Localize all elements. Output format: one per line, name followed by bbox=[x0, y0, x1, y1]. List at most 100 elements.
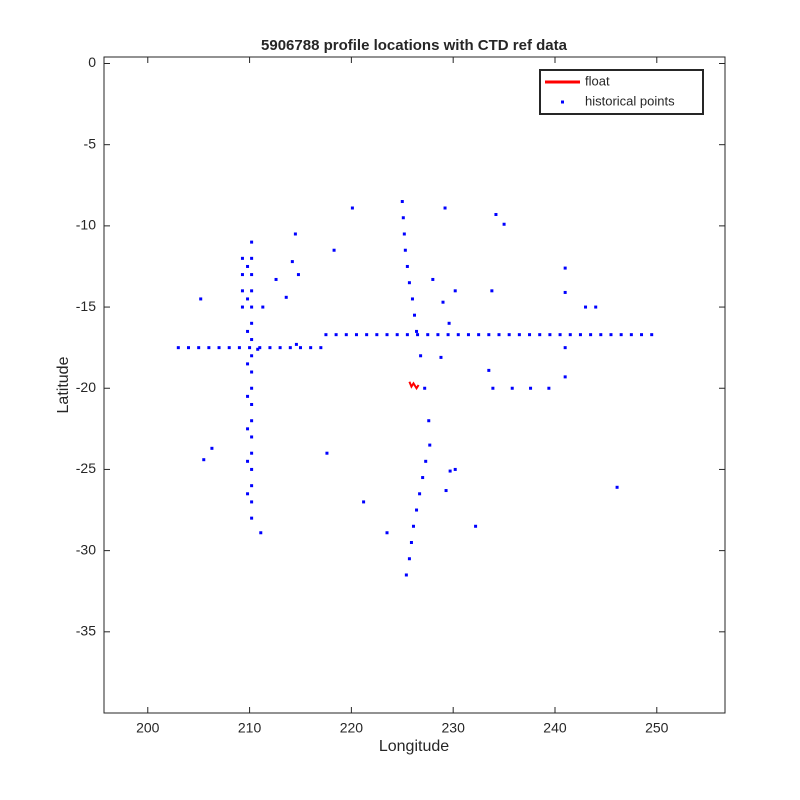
point bbox=[423, 386, 427, 390]
x-tick-label: 200 bbox=[136, 720, 160, 736]
point bbox=[250, 451, 254, 455]
point bbox=[402, 232, 406, 236]
point bbox=[558, 333, 562, 337]
point bbox=[418, 492, 422, 496]
point bbox=[246, 264, 250, 268]
point bbox=[448, 469, 452, 473]
point bbox=[350, 206, 354, 210]
point bbox=[497, 333, 501, 337]
point bbox=[274, 277, 278, 281]
point bbox=[411, 524, 415, 528]
point bbox=[298, 346, 302, 350]
point bbox=[250, 289, 254, 293]
point bbox=[250, 402, 254, 406]
point bbox=[344, 333, 348, 337]
y-tick-label: -30 bbox=[76, 541, 96, 557]
x-tick-label: 240 bbox=[543, 720, 567, 736]
point bbox=[426, 333, 430, 337]
y-tick-label: -25 bbox=[76, 460, 96, 476]
point bbox=[453, 467, 457, 471]
point bbox=[466, 333, 470, 337]
point bbox=[250, 240, 254, 244]
point bbox=[207, 346, 211, 350]
point bbox=[416, 333, 420, 337]
point bbox=[248, 346, 252, 350]
point bbox=[256, 347, 260, 351]
point bbox=[409, 541, 413, 545]
point bbox=[385, 531, 389, 535]
point bbox=[490, 289, 494, 293]
y-tick-label: 0 bbox=[88, 54, 96, 70]
point bbox=[354, 333, 358, 337]
point bbox=[362, 500, 366, 504]
x-tick-label: 220 bbox=[340, 720, 364, 736]
point bbox=[568, 333, 572, 337]
point bbox=[547, 386, 551, 390]
point bbox=[250, 338, 254, 342]
point bbox=[288, 346, 292, 350]
point bbox=[528, 333, 532, 337]
x-tick-label: 250 bbox=[645, 720, 669, 736]
point bbox=[487, 368, 491, 372]
point bbox=[332, 248, 336, 252]
point bbox=[240, 289, 244, 293]
legend-swatch bbox=[561, 100, 564, 104]
point bbox=[197, 346, 201, 350]
point bbox=[199, 297, 203, 301]
point bbox=[202, 458, 206, 462]
point bbox=[296, 273, 300, 277]
y-tick-label: -10 bbox=[76, 217, 96, 233]
point bbox=[415, 508, 419, 512]
point bbox=[456, 333, 460, 337]
point bbox=[436, 333, 440, 337]
point bbox=[246, 459, 250, 463]
point bbox=[186, 346, 190, 350]
point bbox=[413, 313, 416, 317]
point bbox=[261, 305, 265, 309]
point bbox=[529, 386, 533, 390]
point bbox=[563, 346, 567, 350]
point bbox=[410, 297, 414, 301]
point bbox=[419, 354, 423, 358]
point bbox=[319, 346, 323, 350]
point bbox=[403, 248, 407, 252]
point bbox=[517, 333, 521, 337]
point bbox=[401, 216, 405, 220]
point bbox=[246, 329, 250, 333]
plot-frame bbox=[103, 56, 726, 714]
point bbox=[427, 419, 431, 423]
point bbox=[439, 355, 443, 359]
point bbox=[629, 333, 633, 337]
point bbox=[563, 375, 567, 379]
point bbox=[589, 333, 593, 337]
point bbox=[563, 266, 567, 270]
point bbox=[268, 346, 272, 350]
point bbox=[250, 467, 254, 471]
point bbox=[421, 476, 425, 480]
point bbox=[491, 386, 495, 390]
point bbox=[250, 321, 254, 325]
point bbox=[246, 492, 250, 496]
point bbox=[619, 333, 623, 337]
point bbox=[240, 305, 244, 309]
point bbox=[250, 484, 254, 488]
point bbox=[278, 346, 282, 350]
point bbox=[584, 305, 588, 309]
point bbox=[246, 427, 250, 431]
point bbox=[240, 256, 244, 260]
point bbox=[284, 295, 288, 299]
point bbox=[250, 370, 254, 374]
point bbox=[405, 333, 409, 337]
y-tick-label: -5 bbox=[84, 135, 97, 151]
point bbox=[487, 333, 491, 337]
point bbox=[415, 329, 419, 333]
x-tick-label: 210 bbox=[238, 720, 262, 736]
point bbox=[431, 277, 435, 281]
point bbox=[650, 333, 654, 337]
point bbox=[246, 362, 250, 366]
point bbox=[538, 333, 542, 337]
point bbox=[385, 333, 389, 337]
point bbox=[594, 305, 598, 309]
point bbox=[246, 394, 250, 398]
